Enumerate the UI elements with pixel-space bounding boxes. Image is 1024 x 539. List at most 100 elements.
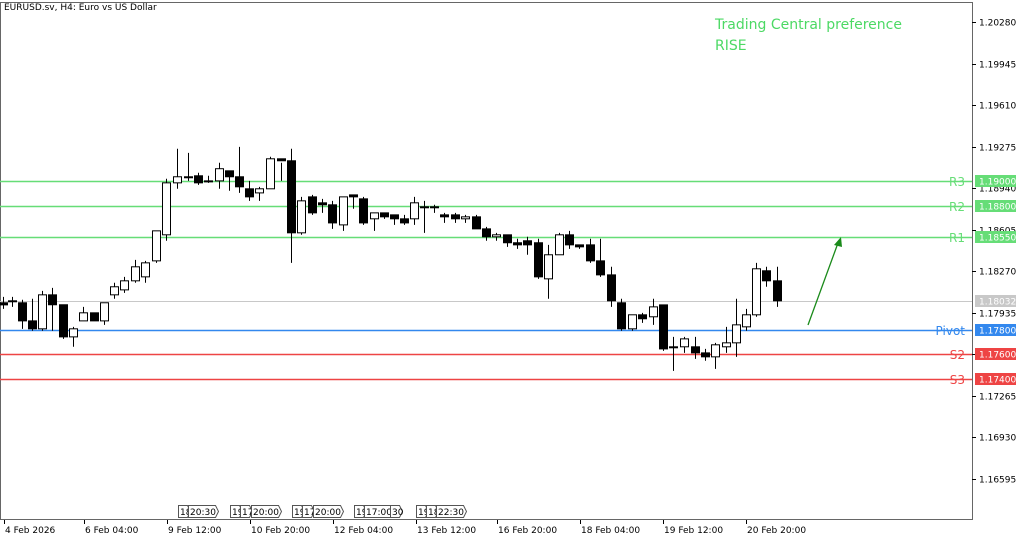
candle [8,296,17,307]
price-tick-label: 1.16595 [979,476,1016,486]
candle [565,230,574,249]
candle [649,298,658,325]
candle [100,302,109,325]
svg-text:1.18550: 1.18550 [979,234,1016,244]
price-tick-label: 1.19610 [979,102,1016,112]
svg-text:18: 18 [180,508,192,518]
price-tick-label: 1.18940 [979,185,1016,195]
time-tick-label: 13 Feb 12:00 [417,526,476,536]
candle [390,214,399,225]
candle [732,298,741,357]
event-marker[interactable]: 20:30 [188,505,220,519]
candle [503,234,512,247]
event-marker[interactable]: 20:00 [313,505,345,519]
candle [90,312,99,322]
svg-text:1.17800: 1.17800 [979,327,1016,337]
svg-text:1.19000: 1.19000 [979,178,1016,188]
candle [266,156,275,190]
level-name-pivot: Pivot [936,324,966,338]
candle [400,214,409,225]
svg-text:19: 19 [294,508,306,518]
svg-text:1.18800: 1.18800 [979,203,1016,213]
candle [380,212,389,219]
rise-arrow-icon [807,237,842,326]
candle [349,194,358,209]
candle [297,196,306,235]
time-tick-label: 18 Feb 04:00 [581,526,640,536]
svg-text:17: 17 [304,508,315,518]
candle [225,170,234,191]
candle [628,314,637,331]
candle [38,290,47,331]
candle [0,296,8,309]
price-tick-label: 1.16930 [979,434,1016,444]
event-marker[interactable]: 20:00 [251,505,283,519]
candle [513,238,522,249]
candle [492,232,501,241]
level-s3-price-tag [975,373,1016,385]
time-tick-label: 12 Feb 04:00 [334,526,393,536]
svg-text:19: 19 [356,508,368,518]
svg-text:1.18032: 1.18032 [979,298,1016,308]
candle [204,175,213,183]
level-name-r1: R1 [949,231,965,245]
candle [575,244,584,249]
candle [215,162,224,189]
event-marker[interactable]: 22:30 [436,505,468,519]
candle [277,158,286,181]
price-tick-label: 1.17265 [979,393,1016,403]
candle [451,212,460,223]
price-tick-label: 1.17935 [979,310,1016,320]
level-r1-price-tag [975,231,1016,243]
candle [669,336,678,371]
candle [173,148,182,189]
candle [638,312,647,323]
svg-text:19: 19 [232,508,244,518]
candle [308,194,317,215]
candle [701,348,710,361]
candle [461,214,470,223]
level-r3-price-tag [975,175,1016,187]
level-s2-price-tag [975,348,1016,360]
level-name-r3: R3 [949,175,965,189]
svg-text:1.17600: 1.17600 [979,351,1016,361]
candle [235,146,244,193]
candle [245,180,254,201]
pivot-levels [0,180,972,381]
preference-direction: RISE [715,38,747,54]
candle [659,304,668,351]
candle [162,178,171,241]
candle [131,259,140,283]
candle [752,262,761,317]
candle [28,298,37,331]
candle [773,266,782,307]
candle [482,226,491,241]
time-tick-label: 20 Feb 20:00 [747,526,806,536]
price-tick-label: 1.20280 [979,19,1016,29]
svg-text:18: 18 [428,508,440,518]
level-name-r2: R2 [949,200,965,214]
svg-text:20:30: 20:30 [190,508,216,518]
candle [370,212,379,231]
time-tick-label: 6 Feb 04:00 [85,526,139,536]
svg-text:30: 30 [392,508,404,518]
price-tick-label: 1.18270 [979,268,1016,278]
preference-label: Trading Central preference [715,17,902,33]
time-tick-label: 19 Feb 12:00 [664,526,723,536]
candlesticks [0,146,782,371]
event-marker[interactable]: 30 [390,505,404,519]
svg-text:22:30: 22:30 [438,508,464,518]
candle [18,299,27,329]
candle [79,306,88,322]
time-tick-label: 10 Feb 20:00 [251,526,310,536]
time-axis[interactable]: 4 Feb 2026 6 Feb 04:00 9 Feb 12:00 10 Feb 2… [4,520,807,536]
candle [48,287,57,331]
candle [555,232,564,256]
candle [523,236,532,255]
level-price-labels: 1.18032 1.19000 R3 1.18800 R2 1.18550 R1 1.1780… [936,175,1016,387]
level-name-s3: S3 [950,373,965,387]
candle [194,172,203,185]
